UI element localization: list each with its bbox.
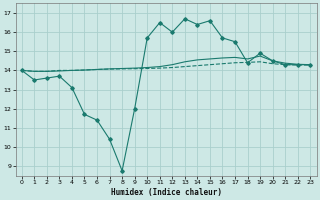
X-axis label: Humidex (Indice chaleur): Humidex (Indice chaleur) (110, 188, 221, 197)
